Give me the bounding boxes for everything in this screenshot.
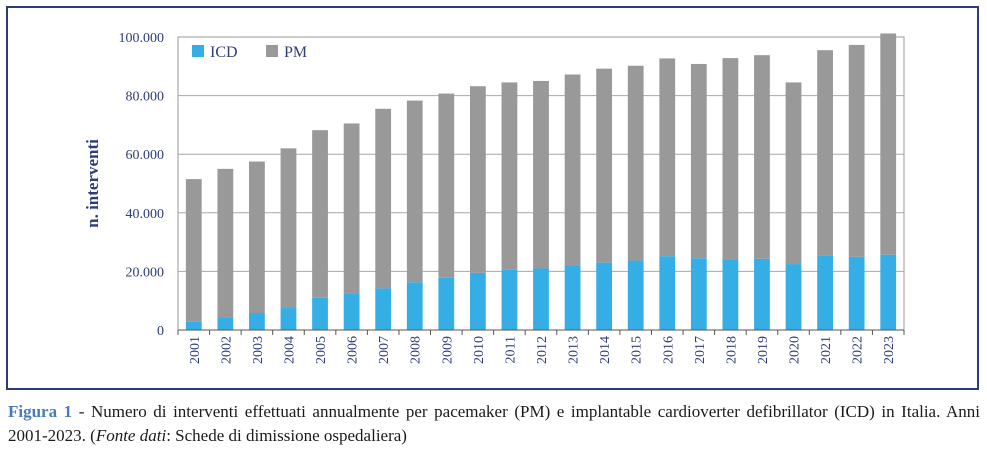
bar-pm-2003 [249, 161, 265, 314]
y-tick-label: 20.000 [126, 265, 165, 280]
bar-icd-2012 [533, 268, 549, 330]
bar-pm-2016 [659, 58, 676, 257]
figure-label: Figura 1 [8, 402, 73, 421]
x-tick-label: 2018 [724, 336, 739, 364]
caption-source-text: : Schede di dimissione ospedaliera) [166, 426, 407, 445]
x-tick-label: 2007 [377, 336, 392, 364]
bar-icd-2001 [185, 321, 202, 330]
caption-source-label: Fonte dati [95, 426, 167, 445]
x-tick-label: 2010 [472, 336, 487, 364]
bar-icd-2006 [343, 293, 360, 330]
stacked-bar-chart: 0 20.000 40.000 60.000 80.000 100.000 n. inter… [83, 31, 905, 364]
caption-text: - Numero di interventi effettuati annual… [8, 402, 980, 445]
bar-pm-2021 [817, 50, 833, 256]
x-tick-label: 2011 [503, 336, 518, 363]
bar-icd-2007 [375, 288, 392, 330]
bar-pm-2023 [880, 33, 897, 255]
bar-icd-2003 [249, 313, 265, 330]
x-tick-label: 2023 [882, 336, 897, 364]
x-tick-label: 2012 [535, 336, 550, 364]
x-tick-label: 2005 [314, 336, 329, 364]
bar-pm-2005 [312, 130, 328, 298]
y-tick-label: 0 [157, 324, 164, 339]
bar-icd-2021 [817, 255, 833, 330]
x-tick-label: 2004 [282, 336, 297, 364]
x-tick-label: 2019 [756, 336, 771, 364]
x-tick-label: 2009 [440, 336, 455, 364]
bar-pm-2001 [185, 179, 202, 322]
x-tick-label: 2006 [346, 336, 361, 364]
x-tick-label: 2016 [661, 336, 676, 364]
bar-pm-2018 [722, 58, 739, 260]
bar-icd-2020 [785, 264, 802, 330]
bar-icd-2023 [880, 254, 897, 330]
bar-icd-2005 [312, 297, 328, 330]
x-tick-label: 2022 [851, 336, 866, 364]
bar-pm-2006 [343, 123, 360, 294]
x-tick-label: 2002 [219, 336, 234, 364]
bar-icd-2022 [848, 256, 865, 330]
chart-frame: 0 20.000 40.000 60.000 80.000 100.000 n. inter… [6, 6, 979, 390]
bar-icd-2018 [722, 259, 739, 330]
bar-pm-2017 [690, 63, 707, 259]
legend-label-pm: PM [284, 44, 307, 61]
x-tick-label: 2003 [251, 336, 266, 364]
x-tick-label: 2013 [567, 336, 582, 364]
bar-pm-2020 [785, 82, 802, 265]
bar-pm-2019 [754, 55, 770, 259]
bar-icd-2002 [217, 317, 234, 330]
y-tick-label: 40.000 [126, 207, 165, 222]
bar-pm-2009 [438, 93, 455, 278]
x-tick-label: 2008 [409, 336, 424, 364]
bar-icd-2008 [406, 282, 423, 330]
y-tick-label: 60.000 [126, 148, 165, 163]
bar-icd-2013 [564, 265, 581, 330]
bar-pm-2015 [627, 65, 644, 261]
bar-pm-2012 [533, 80, 549, 269]
bar-icd-2004 [280, 308, 297, 330]
bar-pm-2011 [501, 82, 518, 270]
bar-icd-2014 [596, 262, 613, 330]
x-tick-label: 2021 [819, 336, 834, 364]
y-tick-label: 80.000 [126, 90, 165, 105]
bar-icd-2011 [501, 269, 518, 330]
bar-icd-2016 [659, 256, 676, 330]
bar-icd-2017 [690, 258, 707, 330]
bar-icd-2009 [438, 277, 455, 330]
legend-swatch-icd [192, 45, 204, 57]
x-tick-label: 2015 [630, 336, 645, 364]
bar-pm-2008 [406, 100, 423, 283]
bar-pm-2022 [848, 44, 865, 257]
bar-pm-2002 [217, 168, 234, 318]
legend-swatch-pm [266, 45, 278, 57]
bar-pm-2010 [469, 86, 486, 273]
figure-caption: Figura 1 - Numero di interventi effettua… [8, 400, 980, 448]
bar-pm-2007 [375, 108, 392, 289]
y-tick-label: 100.000 [119, 31, 165, 46]
bar-pm-2014 [596, 68, 613, 263]
bar-icd-2019 [754, 258, 770, 330]
bar-pm-2013 [564, 74, 581, 266]
x-tick-label: 2001 [188, 336, 203, 364]
bar-icd-2010 [469, 272, 486, 330]
bar-pm-2004 [280, 148, 297, 309]
x-tick-label: 2017 [693, 336, 708, 364]
bar-icd-2015 [627, 260, 644, 330]
y-axis-title: n. interventi [83, 139, 102, 228]
x-tick-label: 2020 [788, 336, 803, 364]
legend-label-icd: ICD [210, 44, 238, 61]
x-tick-label: 2014 [598, 336, 613, 364]
